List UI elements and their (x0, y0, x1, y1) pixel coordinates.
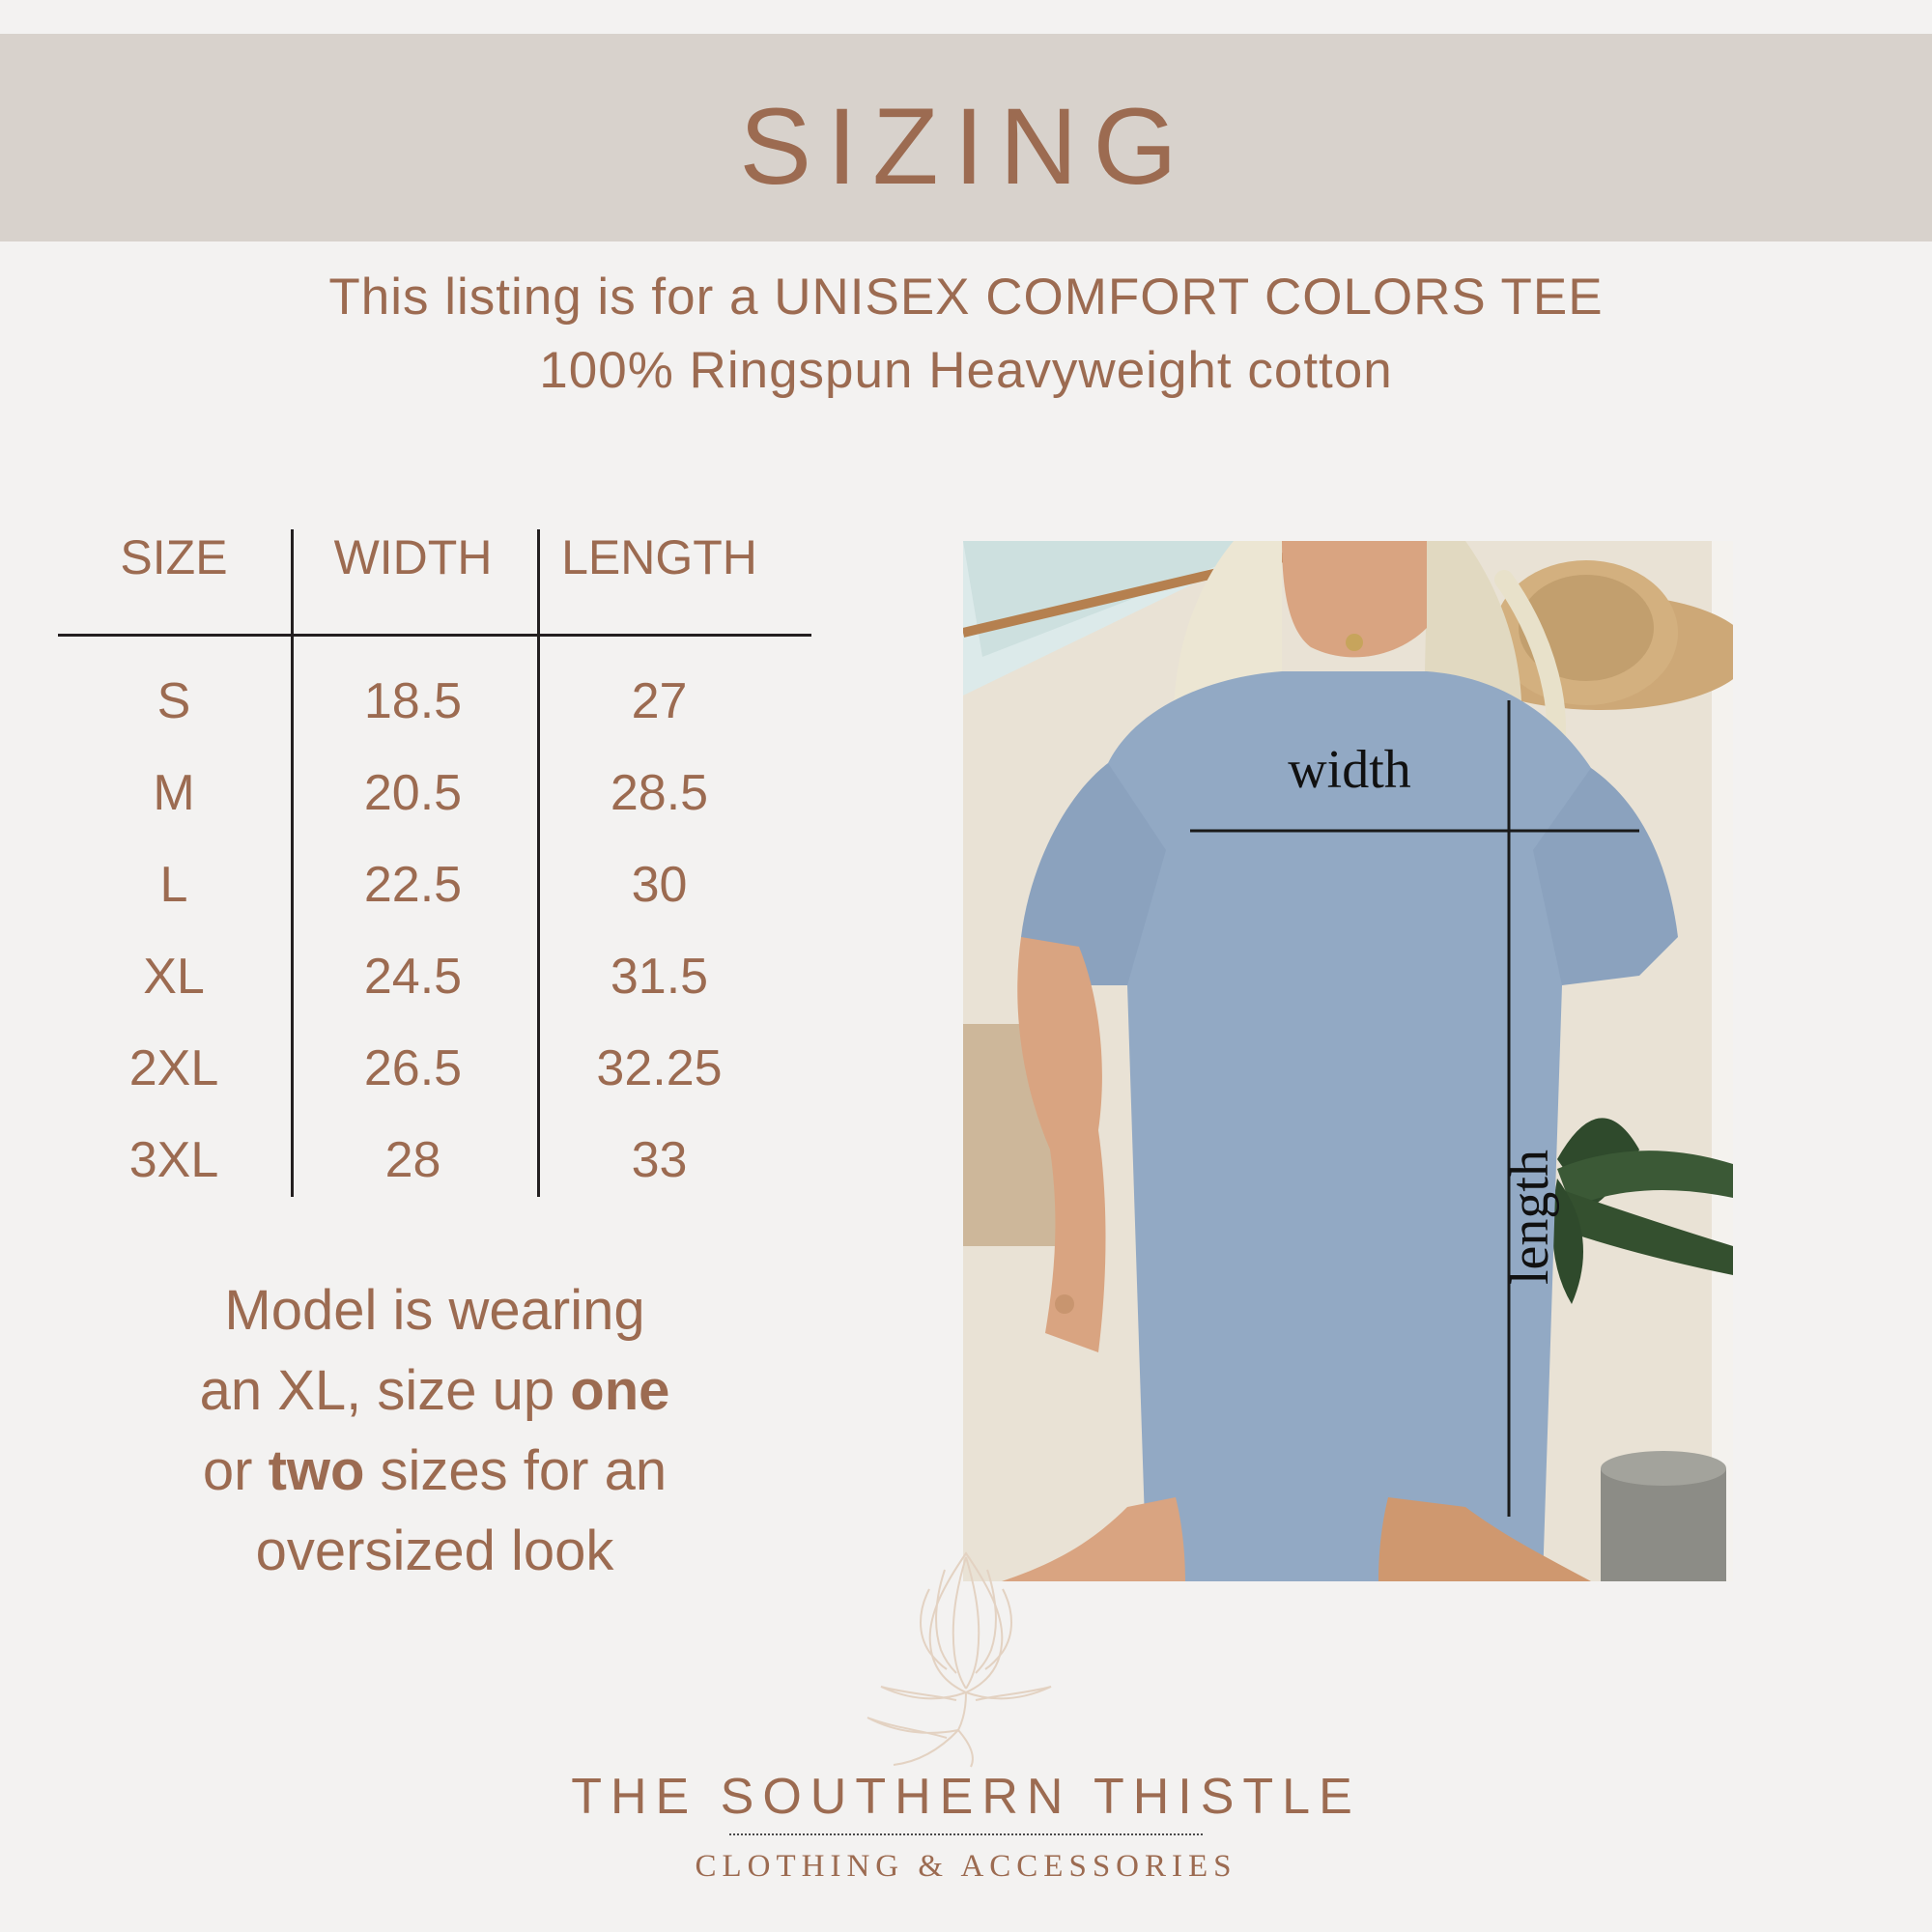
svg-text:width: width (1288, 740, 1411, 800)
svg-text:length: length (1500, 1150, 1560, 1285)
svg-text:SIZING: SIZING (739, 86, 1192, 207)
